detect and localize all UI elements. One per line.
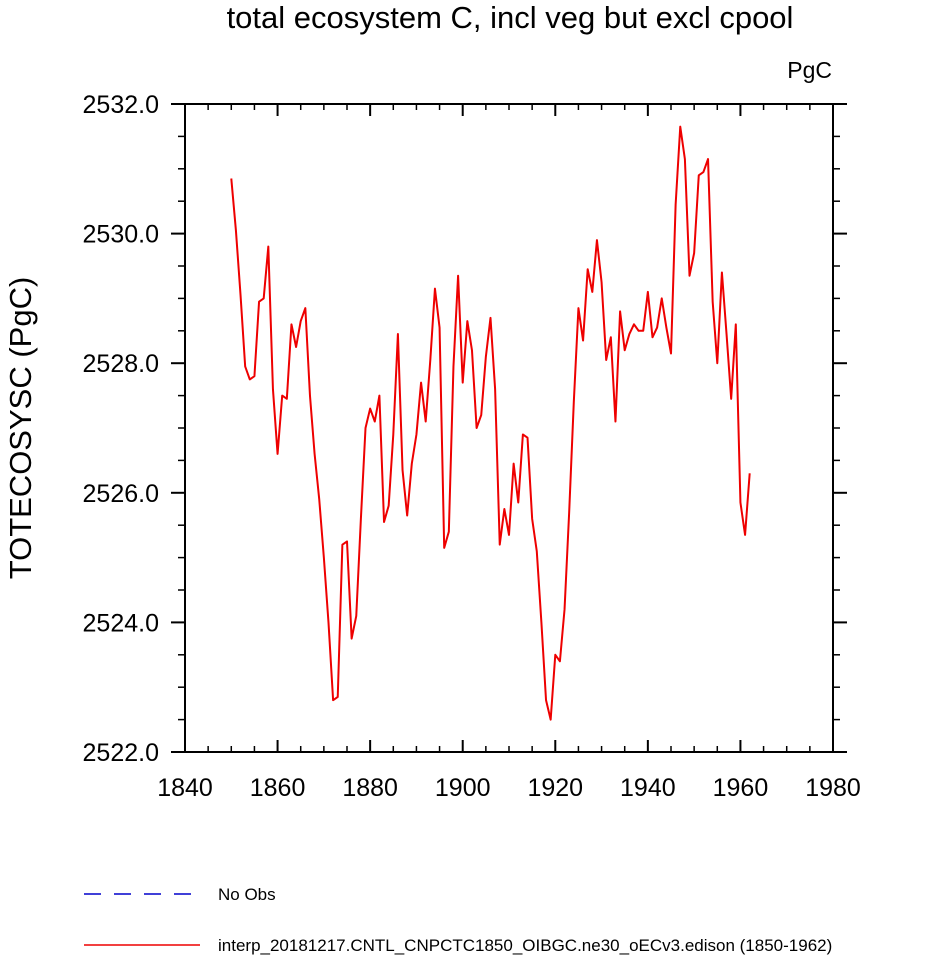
plot-frame xyxy=(184,103,834,753)
chart-title: total ecosystem C, incl veg but excl cpo… xyxy=(227,0,794,35)
series-line-1 xyxy=(230,125,751,721)
y-tick-label: 2532.0 xyxy=(83,91,159,119)
series-lines xyxy=(230,125,751,721)
legend-label-0: No Obs xyxy=(218,885,276,904)
x-tick-label: 1960 xyxy=(713,774,769,802)
y-tick-label: 2522.0 xyxy=(83,739,159,767)
x-tick-label: 1840 xyxy=(157,774,213,802)
x-tick-label: 1940 xyxy=(620,774,676,802)
y-tick-labels: 2522.0 2524.0 2526.0 2528.0 2530.0 2532.0 xyxy=(83,91,159,767)
y-axis-label: TOTECOSYSC (PgC) xyxy=(3,277,38,580)
x-tick-label: 1920 xyxy=(527,774,583,802)
x-tick-label: 1900 xyxy=(435,774,491,802)
units-label: PgC xyxy=(787,57,832,83)
y-tick-label: 2526.0 xyxy=(83,480,159,508)
axis-ticks xyxy=(171,103,847,753)
x-tick-label: 1980 xyxy=(805,774,861,802)
x-tick-label: 1860 xyxy=(250,774,306,802)
legend: No Obs interp_20181217.CNTL_CNPCTC1850_OI… xyxy=(84,885,832,955)
y-tick-label: 2530.0 xyxy=(83,221,159,249)
legend-label-1: interp_20181217.CNTL_CNPCTC1850_OIBGC.ne… xyxy=(218,936,832,955)
x-tick-label: 1880 xyxy=(342,774,398,802)
y-tick-label: 2528.0 xyxy=(83,350,159,378)
y-tick-label: 2524.0 xyxy=(83,609,159,637)
x-tick-labels: 1840 1860 1880 1900 1920 1940 1960 1980 xyxy=(157,774,861,802)
